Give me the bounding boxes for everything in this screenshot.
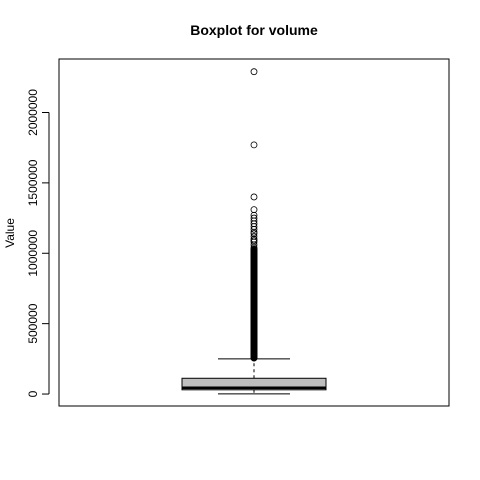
chart-title: Boxplot for volume xyxy=(190,22,318,38)
y-tick-label: 2000000 xyxy=(26,89,40,136)
outlier-point xyxy=(250,214,258,222)
box-group xyxy=(181,358,327,395)
plot-frame xyxy=(58,58,450,407)
outlier-point xyxy=(250,193,258,201)
outlier-point xyxy=(250,141,258,149)
y-tick-label: 500000 xyxy=(26,303,40,343)
y-tick-label: 1500000 xyxy=(26,159,40,206)
outlier-point xyxy=(250,232,258,240)
outlier-point xyxy=(250,206,258,214)
y-tick-label: 0 xyxy=(26,390,40,397)
outlier-point xyxy=(250,68,258,76)
y-axis: 0 500000 1000000 1500000 2000000 xyxy=(26,89,50,397)
iqr-box xyxy=(181,377,327,391)
outliers xyxy=(250,68,258,362)
y-axis-label: Value xyxy=(3,218,17,248)
y-tick-label: 1000000 xyxy=(26,230,40,277)
